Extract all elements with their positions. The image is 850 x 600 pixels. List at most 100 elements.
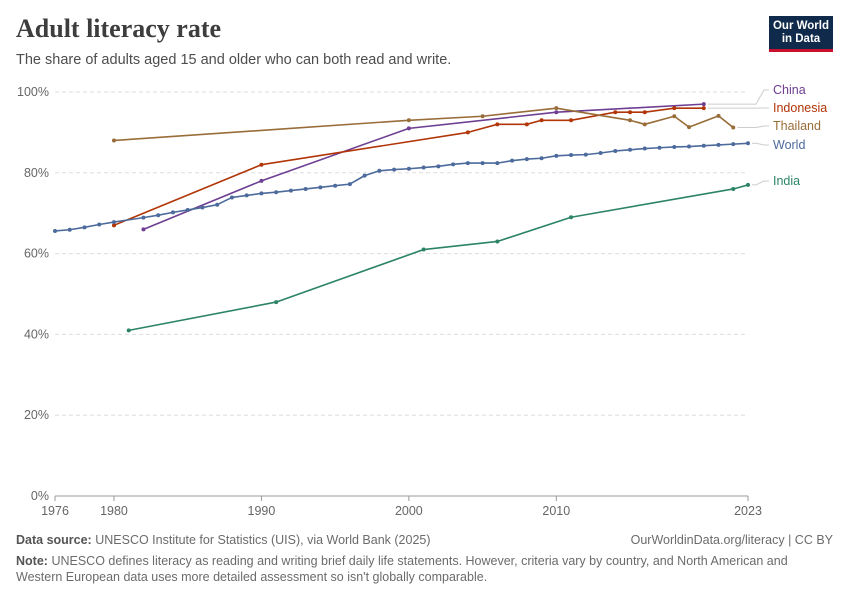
data-point-india	[421, 247, 426, 252]
data-point-indonesia	[569, 118, 574, 123]
data-point-world	[318, 185, 323, 190]
data-point-indonesia	[672, 106, 677, 111]
legend-label-thailand: Thailand	[773, 119, 821, 133]
data-point-indonesia	[701, 106, 706, 111]
x-tick-label: 2000	[395, 504, 423, 518]
data-point-world	[259, 191, 264, 196]
x-axis: 1976 1980 1990 2000 2010 2023	[41, 495, 762, 518]
series-line-indonesia	[113, 107, 704, 227]
y-tick-label: 100%	[17, 85, 49, 99]
data-point-world	[274, 190, 279, 195]
data-point-indonesia	[642, 110, 647, 115]
data-point-world	[392, 167, 397, 172]
y-tick-label: 60%	[24, 247, 49, 261]
data-point-world	[406, 166, 411, 171]
data-point-china	[259, 178, 264, 183]
data-point-indonesia	[465, 130, 470, 135]
data-point-world	[111, 220, 116, 225]
data-point-thailand	[716, 113, 721, 118]
y-axis: 0% 20% 40% 60% 80% 100%	[17, 85, 49, 503]
data-point-indonesia	[259, 162, 264, 167]
data-point-thailand	[628, 118, 633, 123]
data-source-label: Data source:	[16, 533, 92, 547]
owid-logo[interactable]: Our World in Data	[769, 16, 833, 52]
data-point-china	[554, 110, 559, 115]
data-point-world	[200, 205, 205, 210]
data-source: Data source: UNESCO Institute for Statis…	[16, 533, 431, 547]
data-point-world	[524, 157, 529, 162]
legend: China Indonesia Thailand World India	[707, 83, 827, 188]
data-point-india	[126, 328, 131, 333]
data-point-thailand	[642, 122, 647, 127]
data-point-world	[716, 142, 721, 147]
legend-connector-india	[752, 180, 769, 186]
data-point-india	[746, 182, 750, 187]
logo-line-1: Our World	[772, 20, 829, 32]
data-point-world	[569, 153, 574, 158]
x-tick-label: 1976	[41, 504, 69, 518]
legend-connector-world	[752, 142, 769, 146]
data-point-world	[746, 141, 750, 146]
data-point-world	[185, 207, 190, 212]
data-point-world	[288, 188, 293, 193]
x-tick-label: 1990	[248, 504, 276, 518]
y-tick-label: 20%	[24, 408, 49, 422]
data-point-world	[465, 161, 470, 166]
y-tick-label: 40%	[24, 327, 49, 341]
data-point-world	[229, 195, 234, 200]
data-point-thailand	[554, 106, 559, 111]
data-point-world	[642, 146, 647, 151]
data-point-world	[347, 182, 352, 187]
data-point-world	[539, 156, 544, 161]
data-point-world	[613, 148, 618, 153]
y-tick-label: 80%	[24, 166, 49, 180]
data-point-world	[377, 168, 382, 173]
data-point-world	[97, 222, 102, 227]
data-point-world	[628, 147, 633, 152]
data-point-thailand	[731, 125, 736, 130]
data-point-world	[583, 152, 588, 157]
data-point-world	[598, 151, 603, 156]
y-tick-label: 0%	[31, 489, 49, 503]
logo-line-2: in Data	[781, 33, 821, 45]
license-link[interactable]: OurWorldinData.org/literacy | CC BY	[630, 533, 833, 547]
line-chart: 0% 20% 40% 60% 80% 100% 1976 1980 1990 2000 2010 2…	[17, 83, 827, 518]
data-point-china	[141, 227, 146, 232]
data-point-world	[170, 210, 175, 215]
chart-subtitle: The share of adults aged 15 and older wh…	[16, 52, 452, 68]
series-line-thailand	[113, 107, 734, 142]
data-point-thailand	[672, 114, 677, 119]
legend-label-world: World	[773, 138, 805, 152]
x-tick-label: 1980	[100, 504, 128, 518]
grid-lines	[55, 91, 748, 416]
data-point-world	[333, 183, 338, 188]
data-point-china	[701, 102, 706, 107]
data-point-india	[569, 215, 574, 220]
data-point-world	[495, 161, 500, 166]
data-point-india	[495, 239, 500, 244]
data-point-world	[657, 145, 662, 150]
data-point-world	[731, 142, 736, 147]
data-point-world	[687, 144, 692, 149]
data-point-world	[480, 161, 485, 166]
data-point-indonesia	[524, 122, 529, 127]
data-point-world	[82, 225, 87, 230]
data-point-world	[421, 165, 426, 170]
data-point-world	[554, 153, 559, 158]
chart-title: Adult literacy rate	[16, 14, 222, 43]
data-point-indonesia	[495, 122, 500, 127]
data-point-world	[53, 228, 57, 233]
data-point-india	[274, 300, 279, 305]
data-point-world	[701, 143, 706, 148]
data-point-thailand	[111, 138, 116, 143]
data-point-world	[362, 173, 367, 178]
data-point-world	[672, 144, 677, 149]
data-point-indonesia	[111, 223, 116, 228]
legend-label-china: China	[773, 83, 806, 97]
data-point-india	[731, 186, 736, 191]
data-point-world	[244, 193, 249, 198]
data-point-thailand	[687, 125, 692, 130]
series-lines	[53, 102, 750, 333]
data-point-indonesia	[539, 118, 544, 123]
data-source-text: UNESCO Institute for Statistics (UIS), v…	[95, 533, 431, 547]
